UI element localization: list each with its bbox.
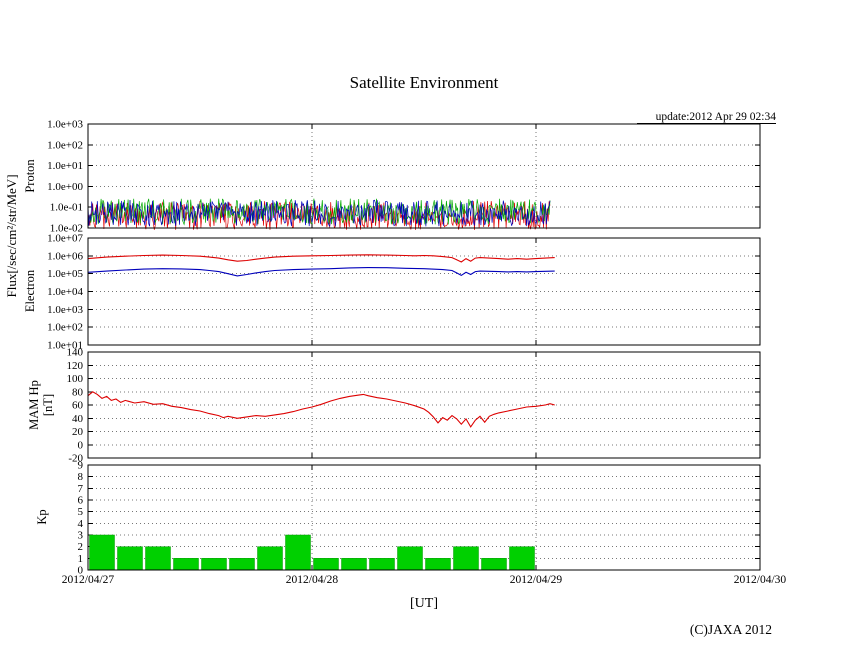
- kp-bar: [258, 547, 283, 570]
- y-tick-label: 1.0e+04: [47, 286, 83, 298]
- y-tick-label: 1.0e+05: [47, 268, 83, 280]
- kp-bar: [230, 558, 255, 570]
- kp-bar: [202, 558, 227, 570]
- y-tick-label: 100: [67, 373, 84, 385]
- y-tick-label: 7: [78, 483, 84, 495]
- y-tick-label: 1: [78, 553, 84, 565]
- kp-bar: [146, 547, 171, 570]
- electron-panel-label: Electron: [23, 269, 37, 312]
- kp-bar: [510, 547, 535, 570]
- mam-hp-panel-label: MAM Hp: [27, 380, 41, 430]
- y-tick-label: 9: [78, 460, 84, 472]
- y-tick-label: 1.0e+03: [47, 119, 83, 131]
- y-tick-label: 4: [78, 518, 84, 530]
- figure-title: Satellite Environment: [350, 73, 499, 92]
- y-tick-label: 60: [72, 400, 84, 412]
- flux-axis-label: Flux[/sec/cm²/str/MeV]: [4, 174, 19, 297]
- kp-bar: [454, 547, 479, 570]
- kp-bar: [314, 558, 339, 570]
- kp-bar: [426, 558, 451, 570]
- y-tick-label: 8: [78, 471, 84, 483]
- y-tick-label: 40: [72, 413, 84, 425]
- satellite-environment-page: Satellite Environment update:2012 Apr 29…: [0, 0, 846, 655]
- plot-panels: 1.0e+031.0e+021.0e+011.0e+001.0e-011.0e-…: [47, 119, 760, 577]
- ut-axis-label: [UT]: [410, 596, 438, 611]
- kp-bar: [174, 558, 199, 570]
- y-tick-label: 5: [78, 506, 84, 518]
- y-tick-label: 120: [67, 360, 84, 372]
- kp-bar: [90, 535, 115, 570]
- y-tick-label: 140: [67, 347, 84, 359]
- kp-bar: [342, 558, 367, 570]
- kp-bar: [482, 558, 507, 570]
- y-tick-label: 1.0e+02: [47, 322, 83, 334]
- x-tick-label-apr30: 2012/04/30: [734, 574, 787, 586]
- y-tick-label: 80: [72, 386, 84, 398]
- kp-panel-label: Kp: [35, 509, 49, 524]
- y-tick-label: 2: [78, 541, 84, 553]
- y-tick-label: 0: [78, 439, 84, 451]
- proton-panel-label: Proton: [23, 159, 37, 193]
- update-timestamp: update:2012 Apr 29 02:34: [656, 111, 777, 123]
- y-tick-label: 1.0e-01: [50, 202, 83, 214]
- kp-bar: [286, 535, 311, 570]
- y-tick-label: 1.0e+02: [47, 139, 83, 151]
- y-tick-label: 1.0e+00: [47, 181, 83, 193]
- x-tick-label-apr27: 2012/04/27: [62, 574, 115, 586]
- kp-bar: [118, 547, 143, 570]
- copyright-notice: (C)JAXA 2012: [690, 622, 772, 637]
- x-tick-label-apr28: 2012/04/28: [286, 574, 339, 586]
- kp-bar: [370, 558, 395, 570]
- x-tick-label-apr29: 2012/04/29: [510, 574, 563, 586]
- series-electron-blue-line: [88, 268, 555, 276]
- y-tick-label: 1.0e+03: [47, 304, 83, 316]
- kp-bar: [398, 547, 423, 570]
- y-tick-label: 3: [78, 530, 84, 542]
- satellite-environment-figure: Satellite Environment update:2012 Apr 29…: [0, 0, 846, 655]
- y-tick-label: 6: [78, 495, 84, 507]
- y-tick-label: 1.0e+01: [47, 160, 83, 172]
- panel-frame-kp: [88, 465, 760, 570]
- y-tick-label: 1.0e+07: [47, 233, 83, 245]
- series-hp-red-line: [88, 392, 555, 427]
- y-tick-label: 1.0e+06: [47, 250, 83, 262]
- mam-hp-unit-label: [nT]: [41, 394, 55, 416]
- y-tick-label: 20: [72, 426, 84, 438]
